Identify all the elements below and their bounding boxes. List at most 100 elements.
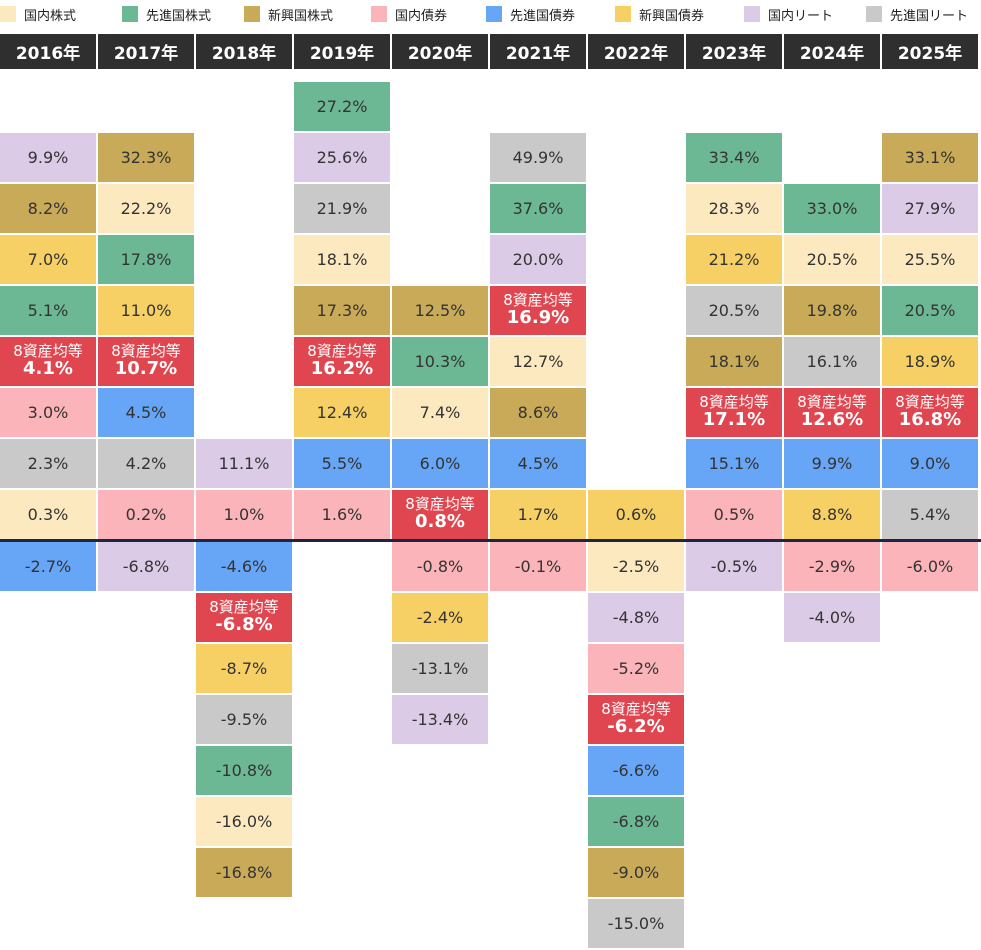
return-cell-jp-eq: 18.1% (294, 235, 390, 284)
avg-value: 16.8% (898, 408, 962, 430)
legend-label: 新興国株式 (268, 8, 334, 24)
avg-cell: 8資産均等 -6.2% (588, 695, 684, 744)
legend-swatch (866, 6, 882, 22)
return-cell-dev-reit: 20.5% (686, 286, 782, 335)
legend-label: 先進国株式 (146, 8, 212, 24)
avg-value: 16.9% (506, 306, 570, 328)
return-cell-em-bond: 8.8% (784, 490, 880, 539)
return-cell-jp-bond: 0.2% (98, 490, 194, 539)
return-cell-dev-eq: 33.4% (686, 133, 782, 182)
legend-item-dev-bond: 先進国債券 (486, 0, 575, 28)
return-cell-dev-reit: -15.0% (588, 899, 684, 948)
legend-swatch (744, 6, 760, 22)
return-cell-jp-bond: 0.5% (686, 490, 782, 539)
return-cell-jp-eq: 12.7% (490, 337, 586, 386)
legend-item-jp-eq: 国内株式 (0, 0, 76, 28)
legend-label: 新興国債券 (639, 8, 705, 24)
return-cell-dev-bond: -6.6% (588, 746, 684, 795)
avg-cell: 8資産均等 16.8% (882, 388, 978, 437)
return-cell-em-eq: 17.3% (294, 286, 390, 335)
return-cell-dev-eq: 10.3% (392, 337, 488, 386)
avg-label: 8資産均等 (503, 291, 573, 310)
return-cell-dev-reit: 4.2% (98, 439, 194, 488)
return-cell-em-bond: 11.0% (98, 286, 194, 335)
return-cell-dev-eq: -10.8% (196, 746, 292, 795)
legend-label: 国内リート (768, 8, 834, 24)
avg-value: 12.6% (800, 408, 864, 430)
return-cell-dev-eq: 37.6% (490, 184, 586, 233)
year-header: 2016年 (0, 34, 96, 69)
avg-label: 8資産均等 (405, 495, 475, 514)
avg-label: 8資産均等 (601, 700, 671, 719)
return-cell-jp-reit: -0.5% (686, 542, 782, 591)
avg-cell: 8資産均等 4.1% (0, 337, 96, 386)
year-header: 2022年 (588, 34, 684, 69)
return-cell-dev-reit: 5.4% (882, 490, 978, 539)
legend-item-jp-bond: 国内債券 (371, 0, 447, 28)
return-cell-jp-reit: -4.0% (784, 593, 880, 642)
avg-label: 8資産均等 (111, 342, 181, 361)
return-cell-dev-eq: 27.2% (294, 82, 390, 131)
return-cell-jp-bond: -0.1% (490, 542, 586, 591)
return-cell-jp-eq: 28.3% (686, 184, 782, 233)
zero-baseline (0, 539, 981, 542)
return-cell-dev-bond: 9.9% (784, 439, 880, 488)
avg-cell: 8資産均等 12.6% (784, 388, 880, 437)
year-header: 2020年 (392, 34, 488, 69)
legend-item-dev-reit: 先進国リート (866, 0, 968, 28)
return-cell-em-eq: -9.0% (588, 848, 684, 897)
return-cell-jp-eq: 22.2% (98, 184, 194, 233)
return-cell-em-eq: 19.8% (784, 286, 880, 335)
return-cell-em-eq: 8.2% (0, 184, 96, 233)
return-cell-dev-bond: 9.0% (882, 439, 978, 488)
avg-value: -6.2% (607, 715, 665, 737)
return-cell-em-eq: -16.8% (196, 848, 292, 897)
return-cell-jp-reit: 20.0% (490, 235, 586, 284)
return-cell-em-bond: -2.4% (392, 593, 488, 642)
return-cell-dev-bond: -4.6% (196, 542, 292, 591)
avg-value: 17.1% (702, 408, 766, 430)
return-cell-jp-eq: 20.5% (784, 235, 880, 284)
return-cell-jp-reit: -13.4% (392, 695, 488, 744)
avg-cell: 8資産均等 10.7% (98, 337, 194, 386)
return-cell-jp-reit: -6.8% (98, 542, 194, 591)
return-cell-em-bond: 18.9% (882, 337, 978, 386)
legend-label: 国内債券 (395, 8, 448, 24)
return-cell-em-bond: -8.7% (196, 644, 292, 693)
return-cell-em-bond: 1.7% (490, 490, 586, 539)
avg-cell: 8資産均等 16.9% (490, 286, 586, 335)
return-cell-em-bond: 12.4% (294, 388, 390, 437)
legend-swatch (486, 6, 502, 22)
return-cell-dev-bond: -2.7% (0, 542, 96, 591)
legend-swatch (371, 6, 387, 22)
legend-item-jp-reit: 国内リート (744, 0, 833, 28)
legend-swatch (244, 6, 260, 22)
legend-swatch (0, 6, 16, 22)
return-cell-em-eq: 8.6% (490, 388, 586, 437)
year-header-row: 2016年 2017年 2018年 2019年 2020年 2021年 2022年 2023年… (0, 34, 981, 69)
legend-label: 先進国リート (890, 8, 969, 24)
return-cell-em-bond: 21.2% (686, 235, 782, 284)
return-cell-dev-bond: 5.5% (294, 439, 390, 488)
return-cell-dev-eq: 20.5% (882, 286, 978, 335)
return-cell-em-eq: 18.1% (686, 337, 782, 386)
return-cell-jp-bond: 1.6% (294, 490, 390, 539)
year-header: 2024年 (784, 34, 880, 69)
avg-label: 8資産均等 (13, 342, 83, 361)
legend-item-em-eq: 新興国株式 (244, 0, 333, 28)
avg-value: 10.7% (114, 357, 178, 379)
return-cell-jp-eq: 0.3% (0, 490, 96, 539)
return-cell-jp-bond: -0.8% (392, 542, 488, 591)
return-cell-em-eq: 12.5% (392, 286, 488, 335)
return-cell-dev-eq: -6.8% (588, 797, 684, 846)
avg-label: 8資産均等 (699, 393, 769, 412)
year-header: 2019年 (294, 34, 390, 69)
return-cell-dev-bond: 15.1% (686, 439, 782, 488)
legend-item-em-bond: 新興国債券 (615, 0, 704, 28)
legend-label: 国内株式 (24, 8, 77, 24)
return-cell-jp-bond: -2.9% (784, 542, 880, 591)
return-cell-dev-reit: 2.3% (0, 439, 96, 488)
avg-value: 0.8% (415, 510, 465, 532)
return-cell-jp-reit: 11.1% (196, 439, 292, 488)
